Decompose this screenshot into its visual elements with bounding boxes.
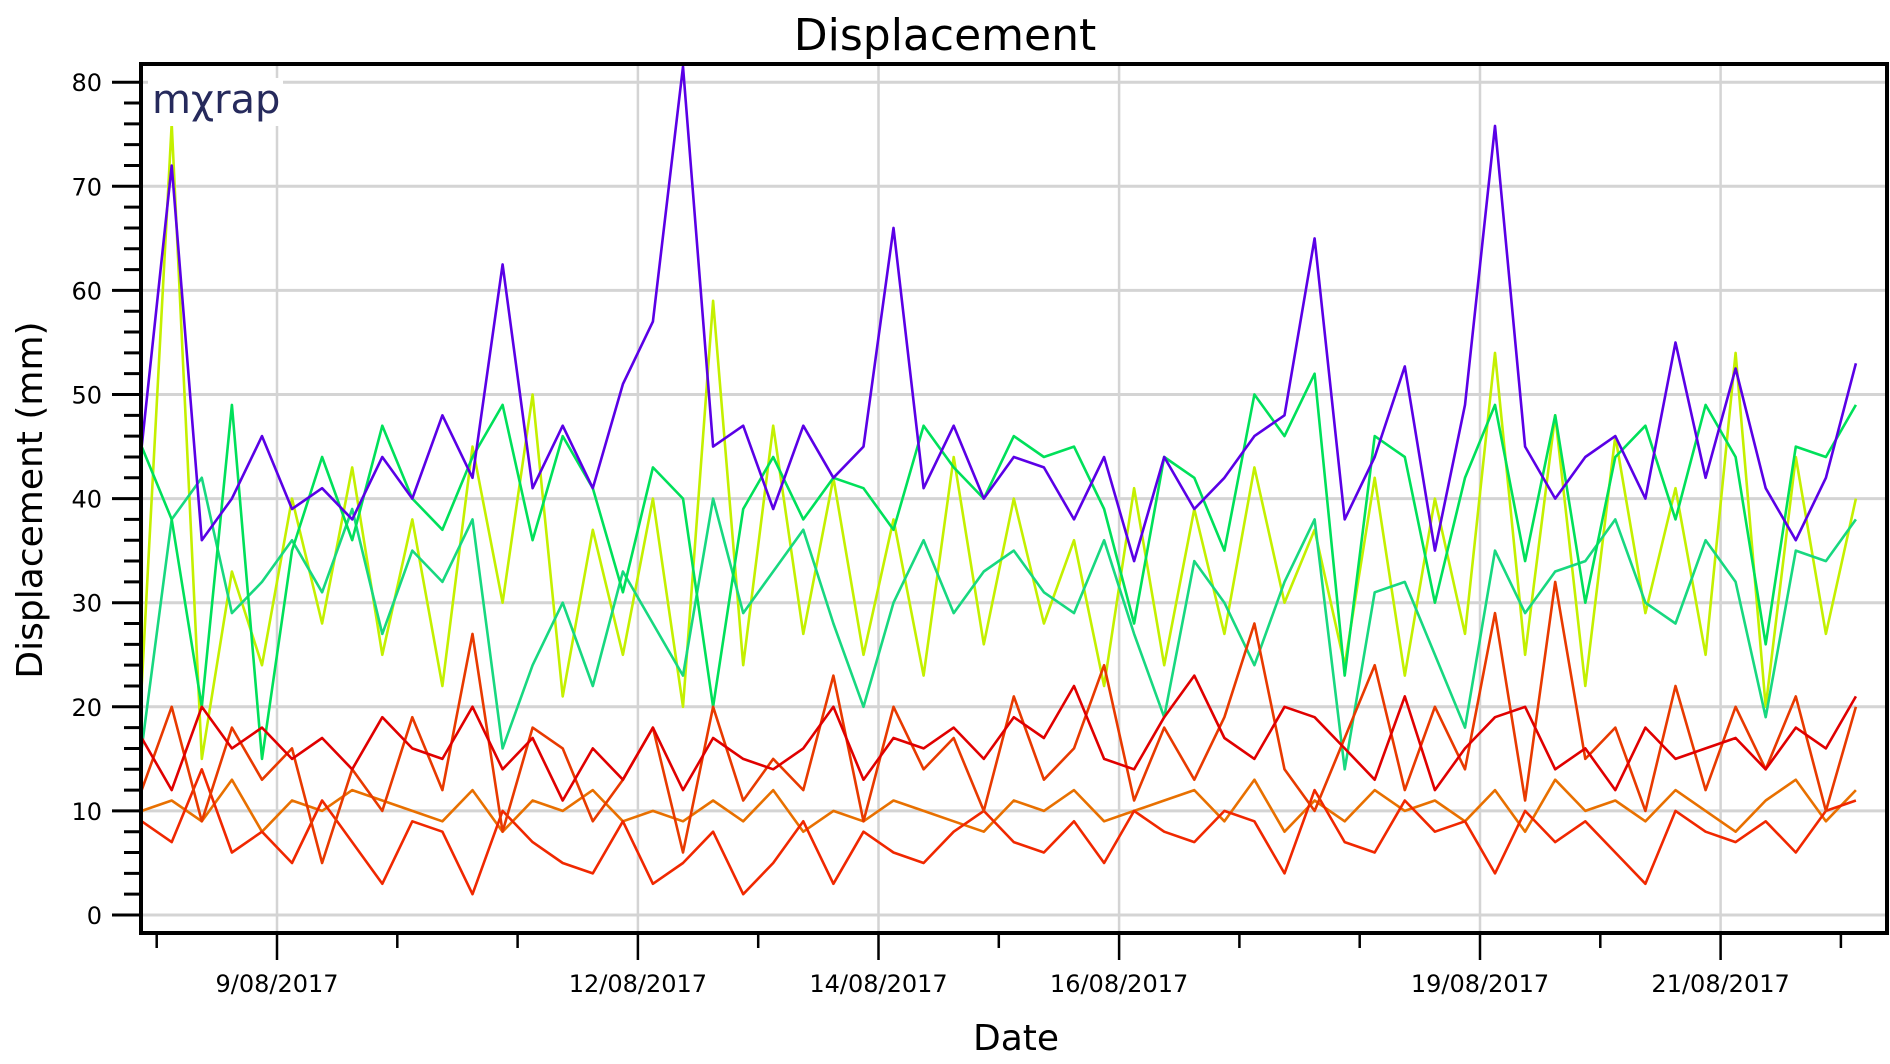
- y-tick-label: 70: [71, 173, 102, 201]
- x-tick-label: 19/08/2017: [1411, 970, 1549, 998]
- y-tick-label: 60: [71, 277, 102, 305]
- y-tick-label: 0: [87, 902, 102, 930]
- mxrap-logo: mχrap: [152, 77, 280, 123]
- y-tick-label: 20: [71, 694, 102, 722]
- x-tick-label: 14/08/2017: [809, 970, 947, 998]
- y-tick-label: 40: [71, 486, 102, 514]
- x-tick-label: 16/08/2017: [1050, 970, 1188, 998]
- plot-area: [141, 65, 1858, 896]
- y-axis-title: Displacement (mm): [10, 321, 51, 678]
- x-axis: 9/08/2017 12/08/2017 14/08/2017 16/08/2017 1…: [155, 935, 1843, 998]
- series-line-5: [141, 778, 1857, 834]
- logo-background: [148, 78, 283, 126]
- x-tick-label: 21/08/2017: [1651, 970, 1789, 998]
- y-tick-label: 80: [71, 69, 102, 97]
- series-line-2: [141, 476, 1857, 771]
- series-line-6: [141, 767, 1857, 896]
- x-axis-title: Date: [973, 1018, 1059, 1059]
- series-line-4: [141, 65, 1858, 563]
- y-tick-label: 30: [71, 590, 102, 618]
- chart-title: Displacement: [794, 10, 1096, 61]
- y-tick-label: 50: [71, 382, 102, 410]
- y-tick-label: 10: [71, 798, 102, 826]
- series-line-3: [141, 372, 1858, 761]
- series-line-8: [141, 674, 1858, 802]
- y-axis: 0 10 20 30 40 50 60 70 80: [71, 69, 141, 930]
- series-line-1: [141, 122, 1858, 761]
- series-line-7: [141, 580, 1858, 865]
- x-tick-label: 9/08/2017: [215, 970, 338, 998]
- x-tick-label: 12/08/2017: [569, 970, 707, 998]
